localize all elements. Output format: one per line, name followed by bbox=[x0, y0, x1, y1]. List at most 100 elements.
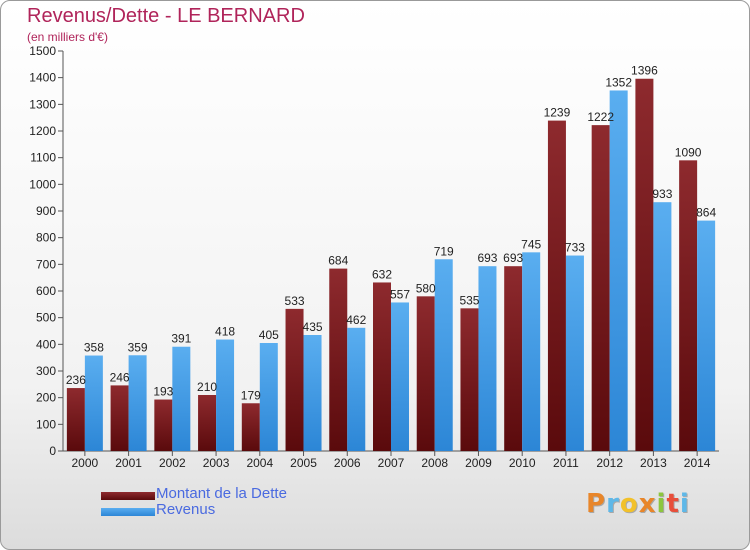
data-label-revenus: 358 bbox=[84, 341, 104, 355]
x-tick-label: 2007 bbox=[378, 456, 405, 470]
y-tick-label: 700 bbox=[36, 257, 56, 271]
data-label-dette: 1239 bbox=[544, 106, 571, 120]
bar-revenus bbox=[478, 266, 497, 451]
data-label-dette: 1090 bbox=[675, 145, 702, 159]
x-tick-label: 2000 bbox=[72, 456, 99, 470]
bar-dette bbox=[547, 120, 566, 451]
chart-title: Revenus/Dette - LE BERNARD bbox=[27, 5, 305, 27]
bar-revenus bbox=[434, 259, 453, 451]
data-label-revenus: 933 bbox=[652, 187, 672, 201]
x-tick-label: 2014 bbox=[684, 456, 711, 470]
x-tick-label: 2008 bbox=[421, 456, 448, 470]
bar-dette bbox=[110, 385, 129, 451]
y-tick-label: 800 bbox=[36, 231, 56, 245]
bar-dette bbox=[198, 395, 217, 451]
x-tick-label: 2001 bbox=[115, 456, 142, 470]
bar-dette bbox=[154, 399, 173, 451]
x-tick-label: 2003 bbox=[203, 456, 230, 470]
bar-dette bbox=[591, 125, 610, 451]
bar-dette bbox=[329, 268, 348, 451]
legend-label-revenus: Revenus bbox=[156, 501, 216, 518]
dark-red-bar-swatch-icon bbox=[101, 492, 155, 500]
data-label-revenus: 557 bbox=[390, 287, 410, 301]
x-tick-label: 2005 bbox=[290, 456, 317, 470]
bar-dette bbox=[241, 403, 260, 451]
y-tick-label: 300 bbox=[36, 364, 56, 378]
data-label-revenus: 693 bbox=[477, 251, 497, 265]
x-tick-label: 2006 bbox=[334, 456, 361, 470]
y-tick-label: 500 bbox=[36, 311, 56, 325]
x-tick-label: 2012 bbox=[596, 456, 623, 470]
blue-bar-swatch-icon bbox=[101, 508, 155, 516]
bar-dette bbox=[679, 160, 698, 452]
x-tick-label: 2002 bbox=[159, 456, 186, 470]
y-tick-label: 600 bbox=[36, 284, 56, 298]
data-label-dette: 632 bbox=[372, 267, 392, 281]
bar-dette bbox=[285, 308, 304, 451]
bar-revenus bbox=[259, 343, 278, 451]
x-tick-label: 2010 bbox=[509, 456, 536, 470]
data-label-dette: 193 bbox=[153, 385, 173, 399]
y-tick-label: 1000 bbox=[29, 177, 56, 191]
legend-label-dette: Montant de la Dette bbox=[156, 485, 287, 502]
data-label-revenus: 745 bbox=[521, 237, 541, 251]
data-label-revenus: 1352 bbox=[605, 75, 632, 89]
bar-revenus bbox=[303, 335, 322, 451]
data-label-revenus: 733 bbox=[565, 241, 585, 255]
data-label-dette: 210 bbox=[197, 380, 217, 394]
data-label-dette: 246 bbox=[110, 370, 130, 384]
data-label-revenus: 435 bbox=[303, 320, 323, 334]
bar-revenus bbox=[697, 220, 716, 451]
bar-revenus bbox=[172, 346, 191, 451]
data-label-revenus: 418 bbox=[215, 325, 235, 339]
bar-dette bbox=[373, 282, 391, 451]
x-tick-label: 2004 bbox=[246, 456, 273, 470]
bar-dette bbox=[460, 308, 479, 451]
y-tick-label: 1400 bbox=[29, 71, 56, 85]
data-label-dette: 533 bbox=[285, 294, 305, 308]
x-tick-label: 2011 bbox=[553, 456, 579, 470]
y-tick-label: 900 bbox=[36, 204, 56, 218]
x-tick-label: 2009 bbox=[465, 456, 492, 470]
bar-dette bbox=[504, 266, 523, 451]
chart-subtitle: (en milliers d'€) bbox=[27, 30, 108, 44]
data-label-revenus: 462 bbox=[346, 313, 366, 327]
bar-revenus bbox=[128, 355, 147, 451]
bar-revenus bbox=[565, 255, 584, 451]
data-label-dette: 535 bbox=[459, 293, 479, 307]
y-tick-label: 100 bbox=[36, 417, 56, 431]
y-tick-label: 0 bbox=[49, 444, 56, 458]
bar-revenus bbox=[391, 302, 409, 451]
y-tick-label: 1100 bbox=[30, 151, 56, 165]
bar-revenus bbox=[347, 327, 366, 451]
y-tick-label: 1300 bbox=[29, 97, 56, 111]
bar-revenus bbox=[653, 202, 672, 451]
data-label-revenus: 719 bbox=[434, 244, 454, 258]
data-label-revenus: 864 bbox=[696, 206, 716, 220]
bar-dette bbox=[66, 388, 85, 451]
data-label-dette: 179 bbox=[241, 388, 261, 402]
bar-dette bbox=[635, 78, 654, 451]
y-tick-label: 1500 bbox=[29, 44, 56, 58]
bar-revenus bbox=[216, 339, 235, 451]
data-label-dette: 693 bbox=[503, 251, 523, 265]
data-label-dette: 1222 bbox=[587, 110, 614, 124]
data-label-dette: 1396 bbox=[631, 64, 658, 78]
data-label-revenus: 391 bbox=[171, 332, 191, 346]
bar-revenus bbox=[609, 90, 628, 451]
data-label-revenus: 359 bbox=[128, 340, 148, 354]
proxiti-logo-icon: Proxiti bbox=[586, 489, 690, 519]
data-label-dette: 236 bbox=[66, 373, 86, 387]
y-tick-label: 200 bbox=[36, 391, 56, 405]
bar-revenus bbox=[522, 252, 541, 451]
data-label-revenus: 405 bbox=[259, 328, 279, 342]
bar-dette bbox=[416, 296, 435, 451]
data-label-dette: 684 bbox=[328, 254, 348, 268]
bar-revenus bbox=[84, 355, 103, 451]
y-tick-label: 1200 bbox=[29, 124, 56, 138]
x-tick-label: 2013 bbox=[640, 456, 667, 470]
y-tick-label: 400 bbox=[36, 337, 56, 351]
data-label-dette: 580 bbox=[416, 281, 436, 295]
